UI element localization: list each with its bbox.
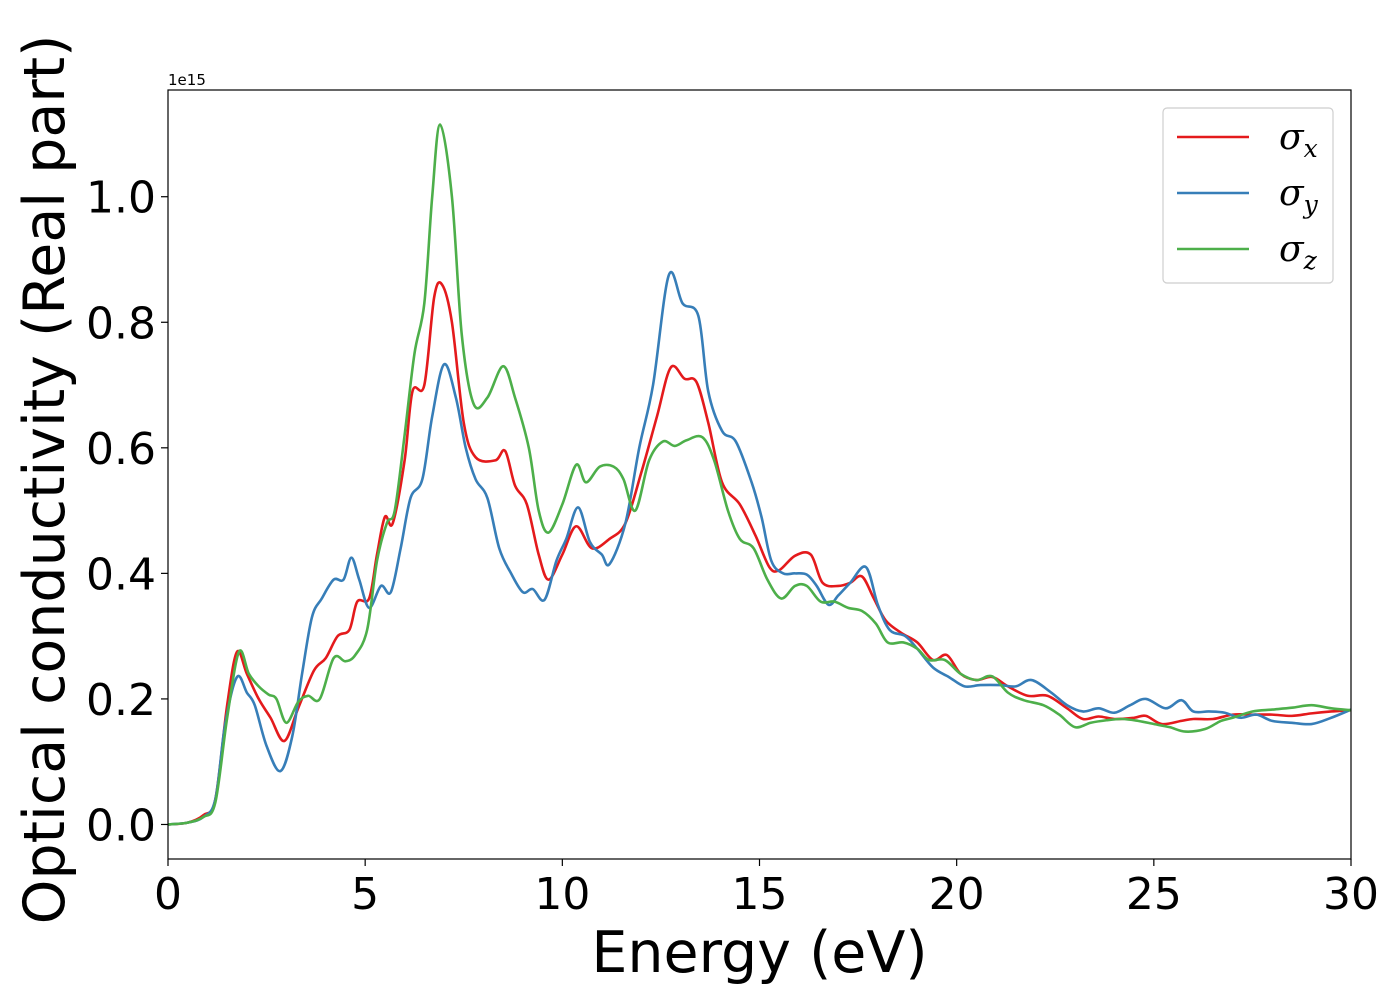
series-layer (168, 123, 1351, 826)
legend-label: σy (1279, 173, 1319, 219)
sigma-z-line (168, 123, 1351, 826)
x-tick-label: 15 (732, 869, 788, 920)
legend-entry-sigma-z: σz (1177, 229, 1318, 275)
x-axis-label: Energy (eV) (591, 920, 927, 986)
legend-label: σx (1279, 117, 1318, 163)
sigma-y-line (168, 270, 1351, 826)
y-tick-label: 0.0 (86, 800, 156, 851)
y-tick-label: 0.4 (86, 549, 156, 600)
ticks-layer: 0 5 10 15 20 25 30 0.0 0.2 0.4 0.6 0.8 1.0 (86, 173, 1379, 920)
y-offset-label: 1e15 (168, 71, 206, 89)
y-tick-label: 1.0 (86, 173, 156, 224)
legend-box (1162, 107, 1334, 284)
sigma-x-line (168, 281, 1351, 826)
legend-entry-sigma-x: σx (1177, 117, 1318, 163)
x-tick-label: 5 (351, 869, 379, 920)
x-tick-label: 25 (1126, 869, 1182, 920)
legend-entry-sigma-y: σy (1177, 173, 1319, 219)
y-axis-label: Optical conductivity (Real part) (12, 35, 78, 925)
y-tick-label: 0.2 (86, 675, 156, 726)
x-tick-label: 20 (929, 869, 985, 920)
x-tick-label: 0 (154, 869, 182, 920)
y-tick-label: 0.8 (86, 298, 156, 349)
legend-label: σz (1279, 229, 1318, 275)
legend: σx σy σz (1162, 107, 1334, 284)
y-tick-label: 0.6 (86, 424, 156, 475)
x-tick-label: 30 (1323, 869, 1379, 920)
x-tick-label: 10 (534, 869, 590, 920)
